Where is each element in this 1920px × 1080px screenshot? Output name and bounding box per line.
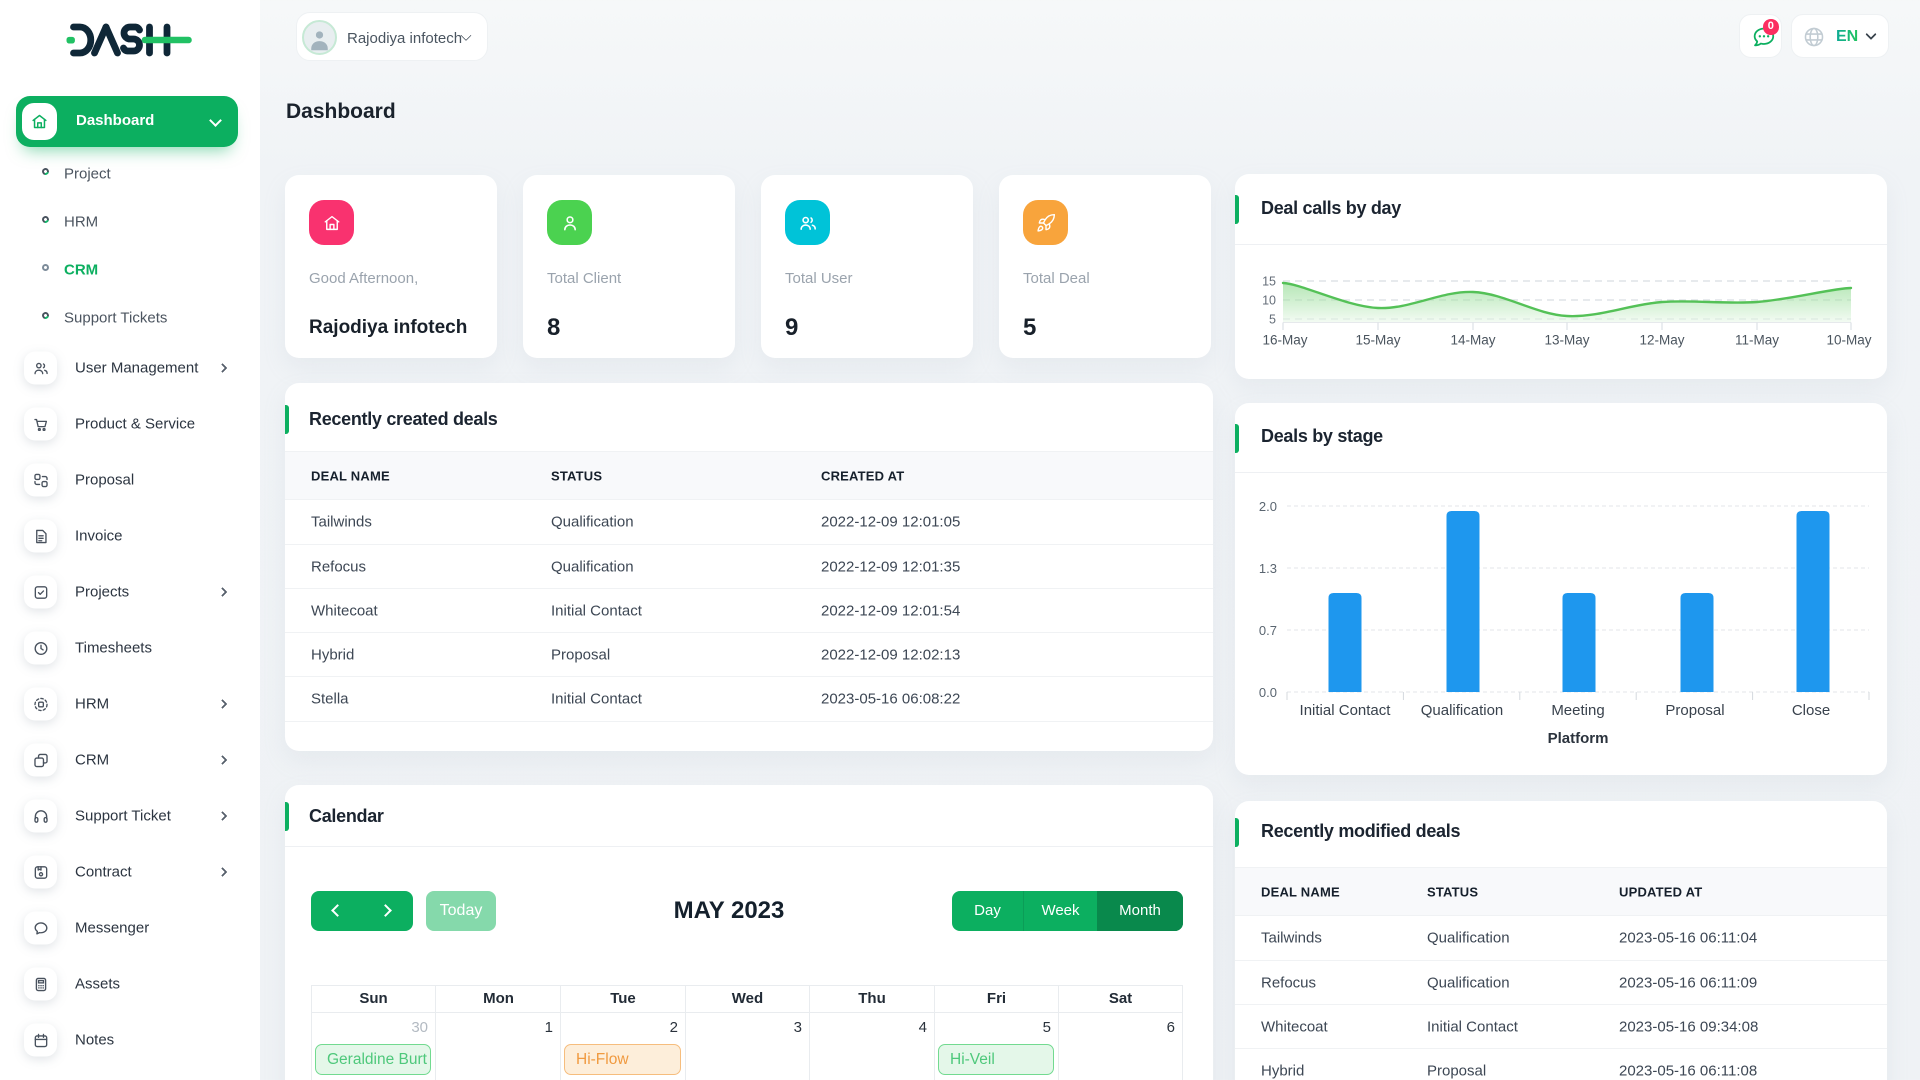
- svg-text:15-May: 15-May: [1355, 333, 1400, 348]
- svg-text:Proposal: Proposal: [1665, 702, 1724, 719]
- svg-text:10: 10: [1262, 294, 1276, 308]
- svg-text:15: 15: [1262, 275, 1276, 289]
- svg-text:2.0: 2.0: [1259, 499, 1277, 514]
- svg-text:13-May: 13-May: [1544, 333, 1589, 348]
- svg-text:14-May: 14-May: [1450, 333, 1495, 348]
- svg-text:0.0: 0.0: [1259, 685, 1277, 700]
- svg-text:Platform: Platform: [1548, 730, 1609, 747]
- svg-text:0.7: 0.7: [1259, 623, 1277, 638]
- svg-text:Qualification: Qualification: [1421, 702, 1504, 719]
- svg-text:10-May: 10-May: [1826, 333, 1871, 348]
- svg-text:5: 5: [1269, 313, 1276, 327]
- svg-text:Close: Close: [1792, 702, 1830, 719]
- svg-text:Meeting: Meeting: [1551, 702, 1604, 719]
- svg-text:12-May: 12-May: [1639, 333, 1684, 348]
- svg-text:1.3: 1.3: [1259, 561, 1277, 576]
- svg-text:Initial Contact: Initial Contact: [1300, 702, 1392, 719]
- svg-text:11-May: 11-May: [1735, 333, 1779, 348]
- svg-text:16-May: 16-May: [1262, 333, 1307, 348]
